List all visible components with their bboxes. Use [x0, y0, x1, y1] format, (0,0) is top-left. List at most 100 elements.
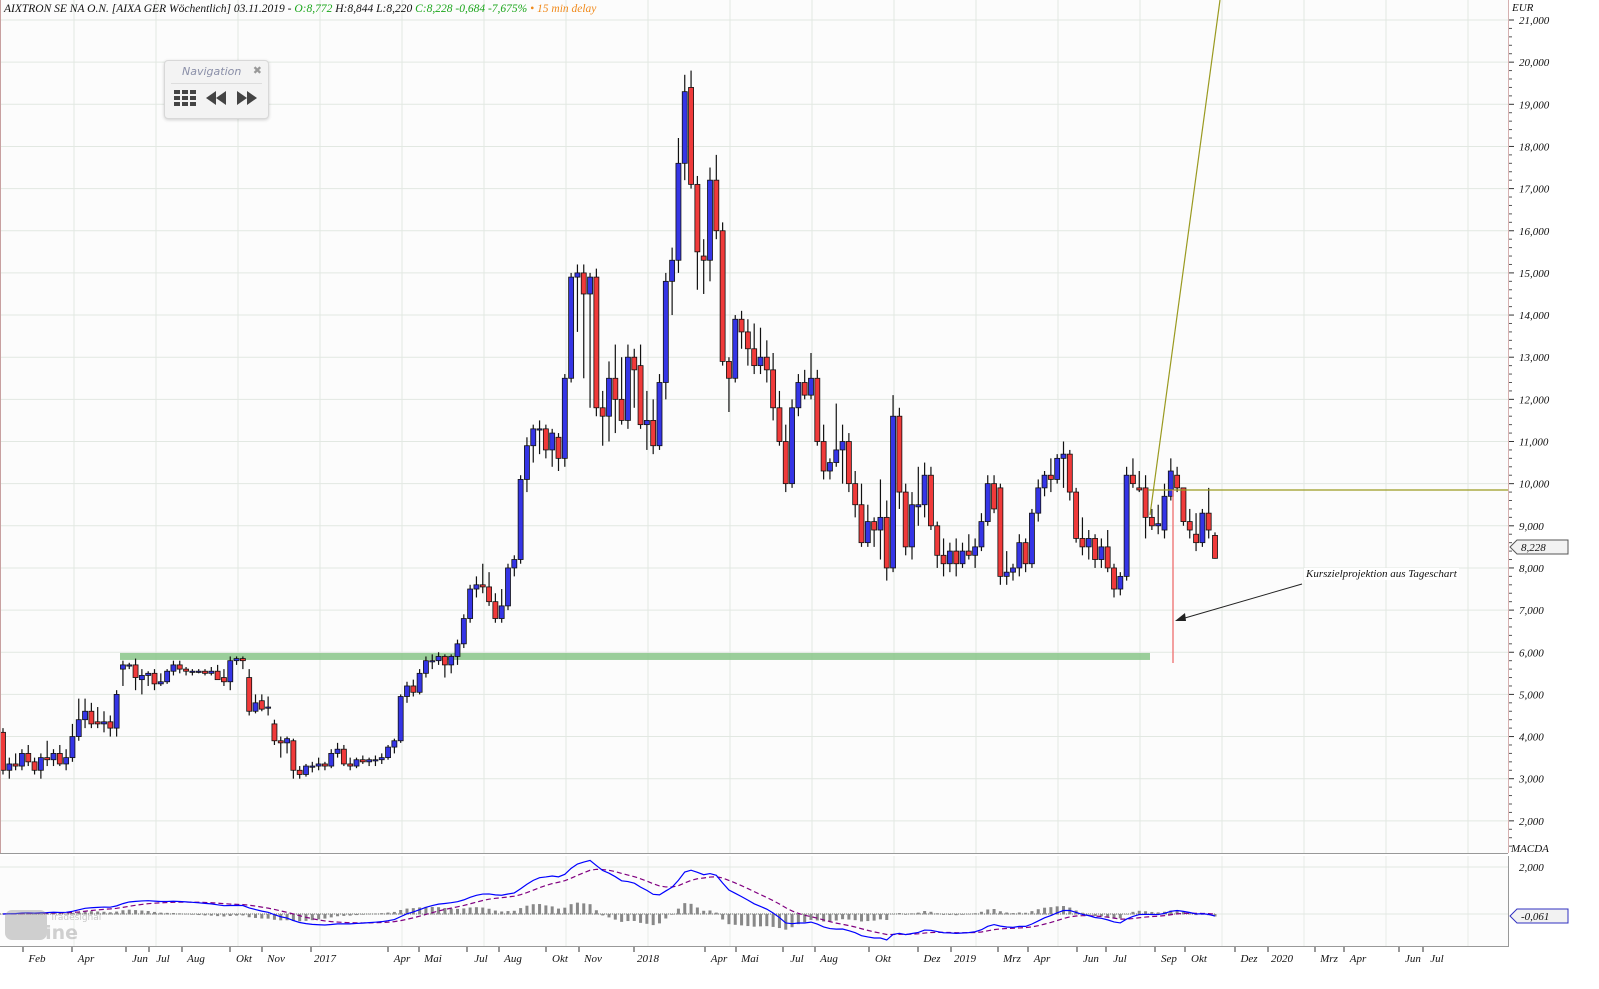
macd-y-tick-label: 2,000: [1519, 862, 1544, 874]
x-tick-label: Aug: [819, 953, 838, 965]
macd-label: MACDA: [1510, 843, 1549, 855]
candle: [214, 664, 221, 681]
candle: [164, 669, 171, 684]
candle: [536, 420, 543, 455]
x-tick-label: Mai: [423, 953, 442, 965]
candle-body: [1117, 575, 1124, 590]
macd-histogram-bar: [373, 913, 377, 915]
macd-histogram-bar: [872, 914, 876, 921]
macd-histogram-bar: [159, 912, 163, 915]
y-tick-label: 15,000: [1519, 268, 1550, 280]
macd-histogram-bar: [178, 913, 182, 915]
candle-body: [505, 567, 511, 607]
candle-body: [460, 618, 467, 645]
candle-body: [688, 87, 694, 185]
price-pane[interactable]: [0, 0, 1508, 853]
candle: [221, 669, 227, 686]
candle-body: [88, 710, 95, 725]
candle: [31, 757, 38, 775]
rewind-icon[interactable]: [205, 89, 227, 107]
candle: [233, 656, 240, 665]
candle: [1199, 508, 1206, 547]
y-tick-label: 2,000: [1519, 816, 1544, 828]
candle: [1073, 487, 1080, 543]
macd-histogram-bar: [33, 913, 37, 915]
candle-body: [31, 761, 38, 771]
x-tick-label: Jun: [1083, 953, 1099, 965]
macd-histogram-bar: [828, 914, 832, 922]
candle: [359, 755, 366, 764]
macd-histogram-bar: [544, 905, 548, 915]
macd-pane[interactable]: [0, 856, 1508, 946]
x-tick-label: Dez: [922, 953, 941, 965]
candle-body: [997, 487, 1004, 577]
candle-body: [757, 356, 764, 367]
candle-body: [309, 765, 316, 768]
candle: [423, 656, 429, 678]
price-axis[interactable]: 2,000 3,000 4,000 5,000 6,000 7,000 8,000 9,000…: [1509, 15, 1550, 847]
time-axis[interactable]: Feb Apr Jun Jul Aug Okt Nov 2017 Apr Mai Jul Aug Okt…: [22, 947, 1444, 965]
candle-body: [25, 753, 32, 763]
grid-icon[interactable]: [174, 89, 196, 107]
candle: [915, 466, 922, 526]
candle-body: [347, 763, 354, 767]
candle-body: [946, 550, 953, 565]
navigation-panel[interactable]: Navigation ✖: [164, 60, 269, 119]
macd-histogram-bar: [519, 908, 523, 915]
candle: [1079, 517, 1086, 556]
macd-histogram-bar: [317, 914, 321, 920]
candle: [909, 492, 915, 560]
candle: [1155, 504, 1162, 535]
candle-body: [587, 276, 593, 295]
candle-body: [82, 710, 88, 721]
x-tick-label: Jun: [1405, 953, 1421, 965]
candle: [587, 272, 593, 408]
candles: [0, 70, 1218, 779]
y-tick-label: 5,000: [1519, 689, 1544, 701]
macd-histogram-bar: [418, 907, 422, 915]
macd-histogram-bar: [1118, 914, 1122, 919]
candle: [606, 361, 612, 442]
y-tick-label: 8,000: [1519, 563, 1544, 575]
candle-body: [1079, 538, 1086, 548]
close-value: C:8,228 -0,684 -7,675%: [415, 3, 528, 15]
drawings[interactable]: [1148, 0, 1508, 663]
candle: [953, 538, 960, 577]
macd-histogram-bar: [714, 912, 718, 915]
macd-histogram-bar: [601, 914, 605, 916]
annotation-text[interactable]: Kurszielprojektion aus Tageschart: [1304, 568, 1459, 580]
candle-body: [934, 525, 941, 556]
macd-histogram-bar: [134, 910, 138, 915]
candle: [347, 757, 354, 771]
candle: [580, 264, 587, 379]
currency-label: EUR: [1511, 2, 1534, 14]
candle: [542, 424, 549, 459]
candle-body: [151, 672, 158, 685]
candle-body: [1003, 571, 1010, 577]
fast-forward-icon[interactable]: [236, 89, 258, 107]
macd-histogram-bar: [676, 908, 680, 915]
support-band[interactable]: [120, 652, 1150, 660]
candle: [1029, 508, 1035, 568]
macd-histogram-bar: [500, 911, 504, 915]
candle-body: [120, 664, 126, 670]
macd-histogram-bar: [841, 914, 845, 920]
macd-histogram-bar: [1188, 913, 1192, 915]
close-icon[interactable]: ✖: [252, 64, 262, 77]
candle: [1174, 466, 1181, 493]
candle-body: [656, 382, 663, 447]
macd-histogram-bar: [1099, 914, 1103, 917]
candle: [669, 247, 676, 316]
divider: [171, 83, 262, 84]
candle-body: [631, 356, 638, 371]
macd-histogram-bar: [860, 914, 863, 922]
candle-body: [397, 696, 404, 742]
candle-body: [574, 272, 581, 278]
macd-histogram-bar: [689, 903, 693, 915]
candle: [479, 563, 486, 594]
macd-histogram-bar: [361, 914, 365, 915]
macd-histogram-bar: [683, 903, 687, 915]
candle: [618, 357, 625, 425]
candle-body: [94, 721, 101, 725]
